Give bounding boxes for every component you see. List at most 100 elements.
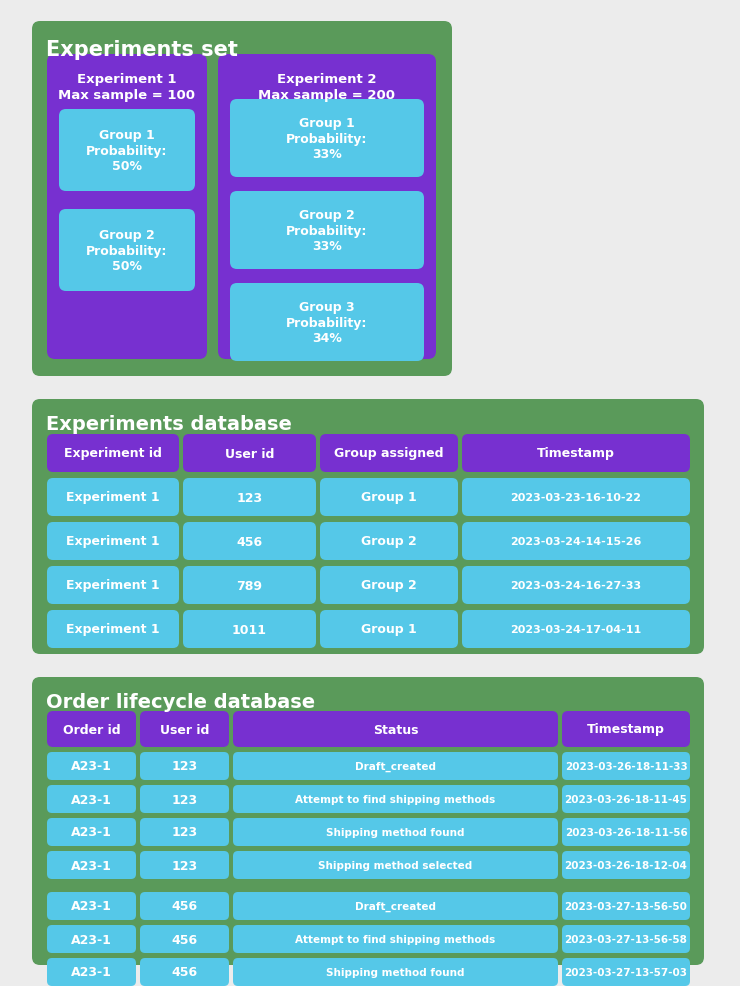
- FancyBboxPatch shape: [47, 818, 136, 846]
- FancyBboxPatch shape: [320, 435, 458, 472]
- FancyBboxPatch shape: [47, 478, 179, 517]
- Text: Status: Status: [373, 723, 418, 736]
- Text: A23-1: A23-1: [71, 859, 112, 872]
- Text: A23-1: A23-1: [71, 899, 112, 913]
- FancyBboxPatch shape: [562, 892, 690, 920]
- FancyBboxPatch shape: [47, 435, 179, 472]
- Text: 2023-03-27-13-56-58: 2023-03-27-13-56-58: [565, 934, 687, 944]
- FancyBboxPatch shape: [47, 711, 136, 747]
- FancyBboxPatch shape: [140, 925, 229, 953]
- FancyBboxPatch shape: [32, 399, 704, 655]
- FancyBboxPatch shape: [140, 892, 229, 920]
- FancyBboxPatch shape: [140, 785, 229, 813]
- Text: 789: 789: [237, 579, 263, 592]
- Text: Attempt to find shipping methods: Attempt to find shipping methods: [295, 934, 496, 944]
- Text: Group 2: Group 2: [361, 535, 417, 548]
- FancyBboxPatch shape: [47, 892, 136, 920]
- Text: Group 1: Group 1: [361, 491, 417, 504]
- Text: 2023-03-24-17-04-11: 2023-03-24-17-04-11: [511, 624, 642, 634]
- FancyBboxPatch shape: [462, 523, 690, 560]
- FancyBboxPatch shape: [183, 523, 316, 560]
- Text: 456: 456: [172, 965, 198, 978]
- Text: Shipping method found: Shipping method found: [326, 967, 465, 977]
- FancyBboxPatch shape: [233, 711, 558, 747]
- FancyBboxPatch shape: [183, 610, 316, 649]
- FancyBboxPatch shape: [230, 284, 424, 362]
- Text: Experiment 1: Experiment 1: [66, 579, 160, 592]
- Text: Group 2: Group 2: [361, 579, 417, 592]
- Text: Draft_created: Draft_created: [355, 761, 436, 771]
- FancyBboxPatch shape: [233, 958, 558, 986]
- Text: Order lifecycle database: Order lifecycle database: [46, 692, 315, 711]
- Text: Draft_created: Draft_created: [355, 901, 436, 911]
- Text: A23-1: A23-1: [71, 933, 112, 946]
- Text: 2023-03-23-16-10-22: 2023-03-23-16-10-22: [511, 492, 642, 503]
- FancyBboxPatch shape: [320, 566, 458, 604]
- FancyBboxPatch shape: [462, 435, 690, 472]
- Text: Shipping method found: Shipping method found: [326, 827, 465, 837]
- Text: A23-1: A23-1: [71, 760, 112, 773]
- Text: 123: 123: [172, 793, 198, 806]
- FancyBboxPatch shape: [47, 752, 136, 780]
- Text: Experiments database: Experiments database: [46, 414, 292, 433]
- FancyBboxPatch shape: [233, 892, 558, 920]
- FancyBboxPatch shape: [140, 818, 229, 846]
- Text: 2023-03-24-14-15-26: 2023-03-24-14-15-26: [511, 536, 642, 546]
- FancyBboxPatch shape: [47, 785, 136, 813]
- Text: Group 2
Probability:
50%: Group 2 Probability: 50%: [87, 229, 168, 273]
- Text: Experiments set: Experiments set: [46, 40, 238, 60]
- FancyBboxPatch shape: [47, 55, 207, 360]
- Text: Group 1
Probability:
50%: Group 1 Probability: 50%: [87, 128, 168, 174]
- Text: User id: User id: [225, 447, 275, 460]
- FancyBboxPatch shape: [140, 851, 229, 880]
- Text: User id: User id: [160, 723, 209, 736]
- Text: 2023-03-26-18-11-33: 2023-03-26-18-11-33: [565, 761, 687, 771]
- FancyBboxPatch shape: [562, 925, 690, 953]
- FancyBboxPatch shape: [562, 851, 690, 880]
- Text: Group 3
Probability:
34%: Group 3 Probability: 34%: [286, 300, 368, 345]
- FancyBboxPatch shape: [562, 711, 690, 747]
- FancyBboxPatch shape: [562, 818, 690, 846]
- Text: 456: 456: [172, 933, 198, 946]
- FancyBboxPatch shape: [230, 100, 424, 177]
- Text: 2023-03-24-16-27-33: 2023-03-24-16-27-33: [511, 581, 642, 591]
- FancyBboxPatch shape: [59, 109, 195, 192]
- Text: 1011: 1011: [232, 623, 267, 636]
- FancyBboxPatch shape: [233, 785, 558, 813]
- Text: Experiment 2
Max sample = 200: Experiment 2 Max sample = 200: [258, 72, 395, 102]
- Text: Order id: Order id: [63, 723, 121, 736]
- Text: 456: 456: [172, 899, 198, 913]
- FancyBboxPatch shape: [562, 958, 690, 986]
- Text: Shipping method selected: Shipping method selected: [318, 860, 473, 870]
- Text: Group assigned: Group assigned: [334, 447, 444, 460]
- Text: Timestamp: Timestamp: [587, 723, 665, 736]
- FancyBboxPatch shape: [562, 752, 690, 780]
- Text: 123: 123: [237, 491, 263, 504]
- Text: Experiment 1
Max sample = 100: Experiment 1 Max sample = 100: [58, 72, 195, 102]
- Text: Attempt to find shipping methods: Attempt to find shipping methods: [295, 794, 496, 805]
- FancyBboxPatch shape: [140, 958, 229, 986]
- Text: Timestamp: Timestamp: [537, 447, 615, 460]
- FancyBboxPatch shape: [320, 478, 458, 517]
- Text: Experiment 1: Experiment 1: [66, 623, 160, 636]
- FancyBboxPatch shape: [233, 925, 558, 953]
- Text: Experiment id: Experiment id: [64, 447, 162, 460]
- FancyBboxPatch shape: [183, 478, 316, 517]
- FancyBboxPatch shape: [462, 566, 690, 604]
- Text: 2023-03-26-18-11-56: 2023-03-26-18-11-56: [565, 827, 687, 837]
- Text: Group 1: Group 1: [361, 623, 417, 636]
- Text: A23-1: A23-1: [71, 825, 112, 839]
- FancyBboxPatch shape: [47, 566, 179, 604]
- FancyBboxPatch shape: [233, 752, 558, 780]
- Text: Experiment 1: Experiment 1: [66, 491, 160, 504]
- FancyBboxPatch shape: [233, 851, 558, 880]
- FancyBboxPatch shape: [32, 677, 704, 965]
- FancyBboxPatch shape: [59, 210, 195, 292]
- Text: 2023-03-27-13-56-50: 2023-03-27-13-56-50: [565, 901, 687, 911]
- FancyBboxPatch shape: [47, 851, 136, 880]
- Text: 2023-03-26-18-11-45: 2023-03-26-18-11-45: [565, 794, 687, 805]
- FancyBboxPatch shape: [183, 566, 316, 604]
- FancyBboxPatch shape: [183, 435, 316, 472]
- Text: 123: 123: [172, 859, 198, 872]
- Text: 2023-03-27-13-57-03: 2023-03-27-13-57-03: [565, 967, 687, 977]
